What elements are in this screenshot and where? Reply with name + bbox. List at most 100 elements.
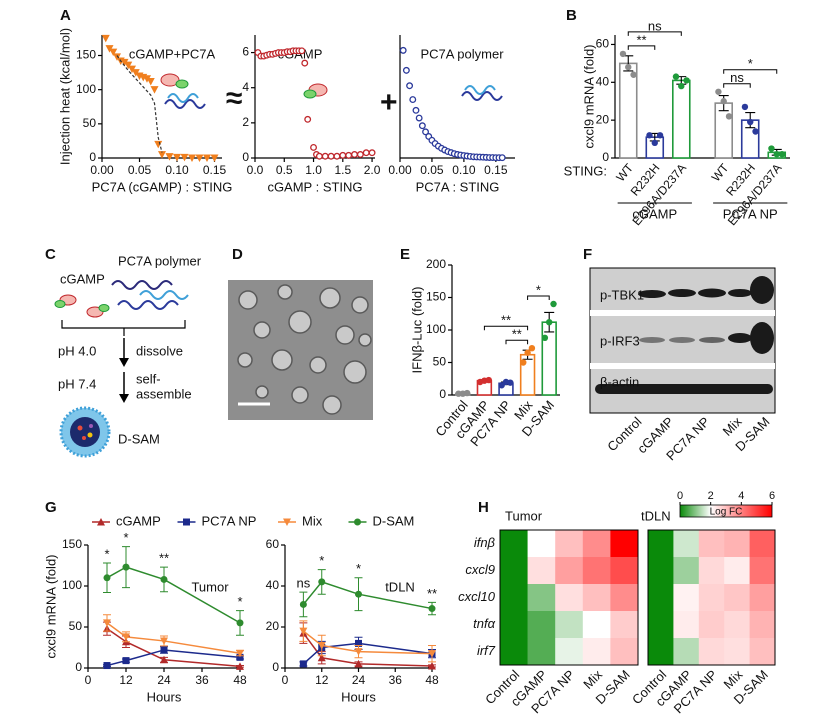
heatmap-cell — [673, 611, 699, 638]
row-label: irf7 — [477, 643, 496, 658]
x-tick-label: 36 — [195, 673, 209, 687]
data-point — [652, 140, 658, 146]
legend-label: PC7A NP — [202, 513, 257, 528]
x-axis-title: PC7A : STING — [416, 179, 500, 194]
marker — [363, 150, 369, 156]
marker — [410, 97, 416, 103]
heatmap-cell — [500, 638, 528, 665]
heatmap-cell — [673, 557, 699, 584]
data-point — [486, 377, 492, 383]
y-tick-label: 20 — [596, 112, 610, 126]
x-tick-label: 1.5 — [334, 163, 351, 177]
marker — [102, 35, 110, 43]
data-point — [779, 151, 785, 157]
data-point — [673, 73, 679, 79]
marker — [183, 519, 190, 526]
heatmap-cell — [500, 611, 528, 638]
marker — [104, 574, 111, 581]
series-line — [107, 567, 240, 623]
marker — [404, 68, 410, 74]
y-tick-label: 2 — [242, 115, 249, 129]
marker — [166, 153, 174, 161]
colorbar-tick-label: 4 — [738, 490, 744, 502]
x-axis-title: cGAMP : STING — [267, 179, 362, 194]
marker — [429, 605, 436, 612]
label: self- — [136, 371, 161, 386]
significance-label: * — [319, 553, 324, 568]
x-tick-label: 0 — [282, 673, 289, 687]
colorbar-tick-label: 6 — [769, 490, 775, 502]
y-tick-label: 50 — [83, 116, 97, 130]
x-tick-label: 0 — [85, 673, 92, 687]
heatmap-cell — [555, 638, 583, 665]
heatmap-cell — [699, 584, 725, 611]
heatmap-cell — [699, 557, 725, 584]
marker — [237, 619, 244, 626]
x-tick-label: WT — [613, 160, 636, 184]
fit-line — [117, 56, 162, 153]
data-point — [550, 301, 556, 307]
significance-label: ns — [648, 18, 662, 33]
data-point — [742, 104, 748, 110]
marker — [305, 117, 311, 123]
y-tick-label: 150 — [76, 48, 96, 62]
y-tick-label: 0 — [242, 150, 249, 164]
y-tick-label: 40 — [596, 74, 610, 88]
y-tick-label: 50 — [433, 355, 447, 369]
panel-label: F — [583, 246, 592, 263]
marker — [407, 83, 413, 89]
marker — [400, 48, 406, 54]
significance-label: ** — [512, 327, 522, 342]
data-point — [464, 390, 470, 396]
micrograph — [228, 280, 373, 420]
x-axis-title: Hours — [341, 689, 376, 704]
diagram-c: cGAMP PC7A polymer pH 4.0 dissolve pH 7.… — [55, 253, 202, 456]
bar — [673, 80, 690, 158]
x-tick-label: 0.5 — [276, 163, 293, 177]
significance-label: * — [237, 594, 242, 609]
data-point — [721, 98, 727, 104]
heatmap-cell — [528, 530, 556, 557]
marker — [302, 60, 308, 66]
marker — [123, 564, 130, 571]
operator: ≈ — [226, 82, 242, 115]
x-tick-label: 24 — [352, 673, 366, 687]
marker — [416, 115, 422, 121]
data-point — [752, 128, 758, 134]
x-tick-label: 1.0 — [305, 163, 322, 177]
y-tick-label: 40 — [266, 578, 280, 592]
significance-label: ** — [159, 551, 169, 566]
heatmap-cell — [555, 530, 583, 557]
heatmap-cell — [610, 530, 638, 557]
heatmap-cell — [610, 638, 638, 665]
heatmap-cell — [724, 584, 750, 611]
x-axis-title: Hours — [147, 689, 182, 704]
row-label: β-actin — [600, 374, 639, 389]
marker — [340, 153, 346, 159]
legend-label: D-SAM — [373, 513, 415, 528]
heatmap-cell — [500, 584, 528, 611]
data-point — [507, 379, 513, 385]
row-label: cxcl9 — [465, 562, 495, 577]
bar — [542, 322, 556, 395]
heatmap-cell — [528, 584, 556, 611]
significance-label: * — [123, 530, 128, 545]
data-point — [542, 335, 548, 341]
legend-label: cGAMP — [116, 513, 161, 528]
x-tick-label: 0.05 — [420, 163, 444, 177]
y-tick-label: 150 — [426, 290, 446, 304]
data-point — [520, 359, 526, 365]
data-point — [683, 77, 689, 83]
heatmap-cell — [724, 530, 750, 557]
heatmap-cell — [528, 557, 556, 584]
legend-label: Mix — [302, 513, 323, 528]
data-point — [646, 132, 652, 138]
x-tick-label: 0.00 — [90, 163, 114, 177]
y-tick-label: 60 — [596, 37, 610, 51]
heatmap-cell — [750, 611, 776, 638]
heatmap-cell — [648, 584, 674, 611]
chart-title: cGAMP+PC7A — [129, 46, 216, 61]
x-tick-label: 0.0 — [247, 163, 264, 177]
molecule-icon — [161, 74, 502, 108]
